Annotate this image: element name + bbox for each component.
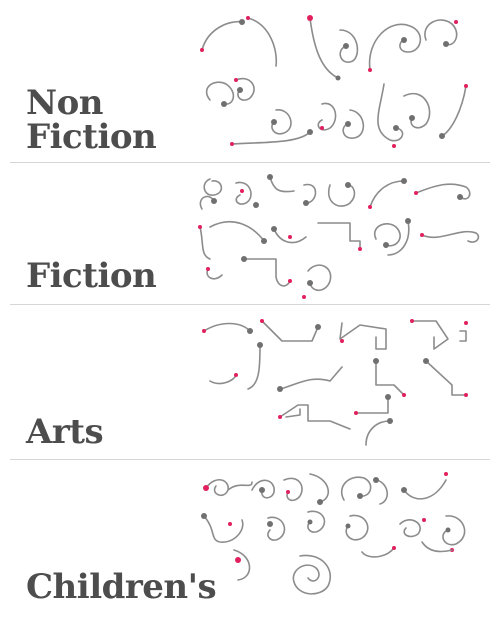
non-fiction-glyphs [200,15,468,148]
divider-3 [10,459,490,460]
section-non-fiction: Non Fiction [0,0,500,162]
fiction-glyphs [198,174,480,299]
section-fiction: Fiction [0,163,500,304]
divider-1 [10,162,490,163]
section-arts: Arts [0,305,500,458]
divider-2 [10,304,490,305]
label-childrens: Children's [26,567,217,607]
childrens-glyphs [201,472,466,595]
label-fiction: Fiction [26,256,157,296]
label-non-fiction: Non Fiction [26,83,157,157]
arts-glyphs [202,319,468,446]
section-childrens: Children's [0,460,500,619]
label-arts: Arts [26,412,104,452]
